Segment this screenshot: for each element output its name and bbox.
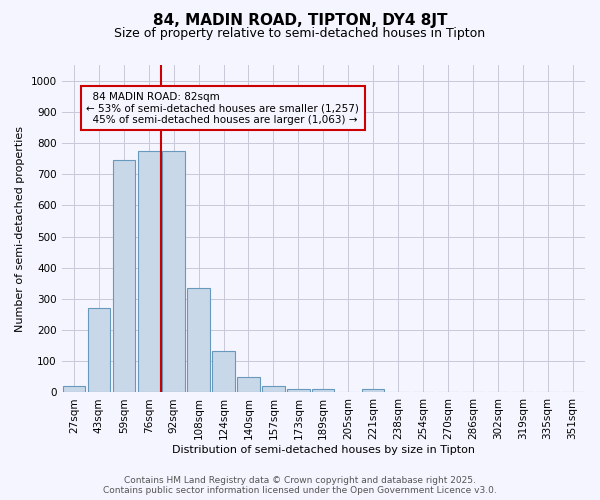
X-axis label: Distribution of semi-detached houses by size in Tipton: Distribution of semi-detached houses by …: [172, 445, 475, 455]
Bar: [88, 308, 110, 392]
Bar: [362, 389, 385, 392]
Bar: [63, 386, 85, 392]
Bar: [287, 388, 310, 392]
Text: 84 MADIN ROAD: 82sqm  
← 53% of semi-detached houses are smaller (1,257)
  45% o: 84 MADIN ROAD: 82sqm ← 53% of semi-detac…: [86, 92, 359, 124]
Text: 84, MADIN ROAD, TIPTON, DY4 8JT: 84, MADIN ROAD, TIPTON, DY4 8JT: [153, 12, 447, 28]
Bar: [163, 151, 185, 392]
Bar: [262, 386, 284, 392]
Y-axis label: Number of semi-detached properties: Number of semi-detached properties: [15, 126, 25, 332]
Text: Size of property relative to semi-detached houses in Tipton: Size of property relative to semi-detach…: [115, 28, 485, 40]
Bar: [137, 151, 160, 392]
Bar: [113, 160, 135, 392]
Bar: [212, 351, 235, 393]
Bar: [312, 389, 334, 392]
Text: Contains HM Land Registry data © Crown copyright and database right 2025.
Contai: Contains HM Land Registry data © Crown c…: [103, 476, 497, 495]
Bar: [237, 378, 260, 392]
Bar: [187, 288, 210, 393]
